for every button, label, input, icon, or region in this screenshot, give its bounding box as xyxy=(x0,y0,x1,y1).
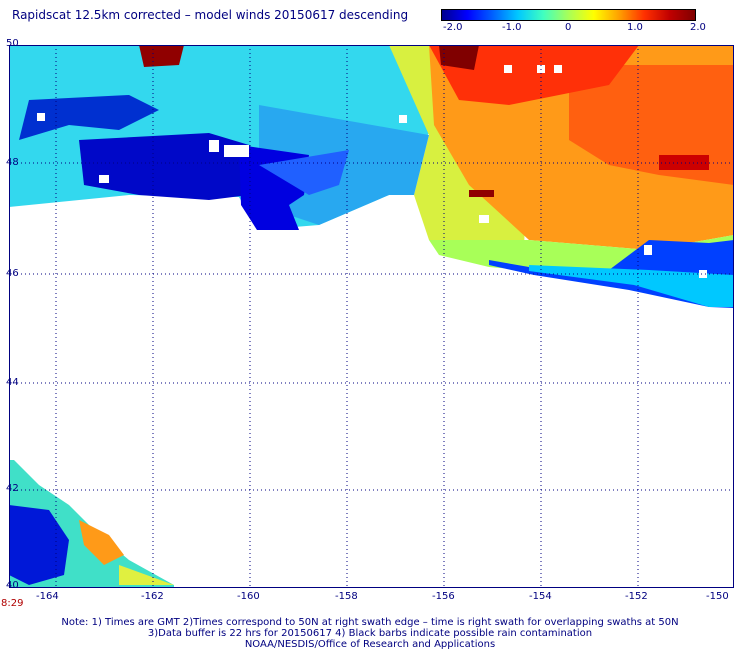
colorbar-tick-label: 0 xyxy=(565,22,572,33)
lon-tick-label: -150 xyxy=(706,591,729,602)
lat-tick-label: 42 xyxy=(6,483,19,494)
colorbar-tick-label: 1.0 xyxy=(627,22,643,33)
swath-region xyxy=(429,45,639,105)
lat-tick-label: 44 xyxy=(6,377,19,388)
lon-tick-label: -160 xyxy=(237,591,260,602)
colorbar-tick-label: -2.0 xyxy=(443,22,463,33)
swath-region xyxy=(439,45,479,70)
swath-region xyxy=(19,95,159,140)
lon-tick-label: -164 xyxy=(36,591,59,602)
lon-tick-label: -158 xyxy=(335,591,358,602)
lon-tick-label: -156 xyxy=(432,591,455,602)
swath-region xyxy=(659,155,709,170)
lat-tick-label: 46 xyxy=(6,268,19,279)
lon-tick-label: -154 xyxy=(529,591,552,602)
swath-region xyxy=(469,190,494,197)
colorbar-tick-label: -1.0 xyxy=(502,22,522,33)
wind-difference-cells xyxy=(9,45,734,588)
colorbar xyxy=(441,9,696,21)
footnote-line-2: 3)Data buffer is 22 hrs for 20150617 4) … xyxy=(147,628,593,639)
swath-region xyxy=(119,565,174,585)
plot-title: Rapidscat 12.5km corrected – model winds… xyxy=(12,8,409,22)
swath-region xyxy=(259,150,349,195)
swath-region xyxy=(139,45,184,67)
footnote-line-1: Note: 1) Times are GMT 2)Times correspon… xyxy=(61,617,679,628)
lon-tick-label: -162 xyxy=(141,591,164,602)
swath-region xyxy=(9,505,69,585)
time-label: 8:29 xyxy=(1,598,24,609)
swath-region xyxy=(79,133,269,200)
lon-tick-label: -152 xyxy=(625,591,648,602)
colorbar-tick-label: 2.0 xyxy=(690,22,706,33)
lat-tick-label: 40 xyxy=(6,580,19,591)
map-plot xyxy=(9,45,734,588)
swath-region xyxy=(79,520,124,565)
lat-tick-label: 50 xyxy=(6,38,19,49)
swath-region xyxy=(529,265,734,307)
footnote-line-3: NOAA/NESDIS/Office of Research and Appli… xyxy=(244,639,496,650)
lat-tick-label: 48 xyxy=(6,157,19,168)
plot-frame xyxy=(9,45,734,588)
lat-lon-grid xyxy=(9,45,734,588)
